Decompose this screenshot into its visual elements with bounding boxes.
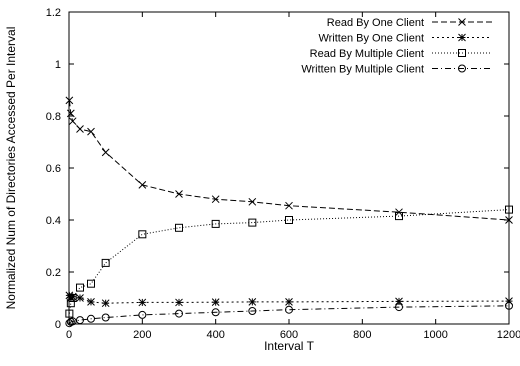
legend-label: Written By Multiple Client xyxy=(301,64,424,76)
data-point xyxy=(211,195,220,204)
data-point xyxy=(505,301,513,310)
data-point xyxy=(68,317,77,326)
data-point xyxy=(65,309,74,318)
data-point xyxy=(68,117,77,126)
x-tick-label: 0 xyxy=(66,329,72,341)
data-point xyxy=(285,305,293,314)
series-1 xyxy=(65,96,513,224)
data-point xyxy=(76,283,84,292)
series-4 xyxy=(65,301,513,328)
y-tick-label: 0 xyxy=(55,319,61,331)
series-line xyxy=(68,100,510,221)
data-point xyxy=(138,298,147,307)
x-axis-title: Interval T xyxy=(264,339,314,353)
legend-label: Written By One Client xyxy=(318,33,424,45)
y-tick-label: 0.6 xyxy=(46,163,61,175)
data-point xyxy=(101,299,110,308)
data-point xyxy=(138,310,147,319)
x-tick-label: 600 xyxy=(280,329,298,341)
data-point xyxy=(87,298,95,306)
data-point xyxy=(138,230,147,239)
x-tick-label: 1000 xyxy=(423,329,447,341)
data-point xyxy=(285,201,293,210)
y-tick-label: 1 xyxy=(55,59,61,71)
y-axis-title: Normalized Num of Directories Accessed P… xyxy=(4,27,18,310)
legend-item: Written By One Client xyxy=(318,33,492,45)
data-point xyxy=(65,96,74,105)
data-point xyxy=(76,125,84,133)
data-point xyxy=(76,294,84,302)
data-point xyxy=(211,298,220,307)
data-point xyxy=(66,299,75,308)
series-line xyxy=(68,209,510,314)
legend-item: Written By Multiple Client xyxy=(301,64,492,76)
data-point xyxy=(248,218,257,227)
data-point xyxy=(101,313,110,322)
legend-marker xyxy=(458,33,466,42)
plot-border xyxy=(68,11,510,325)
data-point xyxy=(285,298,293,306)
legend-label: Read By Multiple Client xyxy=(310,48,424,60)
data-point xyxy=(76,316,84,325)
y-tick-label: 0.8 xyxy=(46,111,61,123)
data-point xyxy=(211,308,220,317)
data-point xyxy=(395,303,403,312)
series-lines xyxy=(65,96,513,328)
series-2 xyxy=(65,291,513,308)
legend-marker xyxy=(458,64,466,73)
data-point xyxy=(175,223,183,232)
x-tick-label: 400 xyxy=(206,329,224,341)
y-tick-label: 0.2 xyxy=(46,267,61,279)
x-tick-label: 1200 xyxy=(497,329,520,341)
legend-marker xyxy=(458,49,466,57)
data-point xyxy=(285,216,293,224)
data-point xyxy=(68,294,77,302)
x-tick-label: 200 xyxy=(133,329,151,341)
data-point xyxy=(138,181,147,189)
data-point xyxy=(175,298,183,307)
data-point xyxy=(248,307,257,315)
legend-marker xyxy=(458,18,466,26)
data-point xyxy=(87,279,95,288)
data-point xyxy=(101,148,110,157)
data-point xyxy=(175,309,183,318)
axis-ticks: 0 200 400 600 800 1000 1200 0 0.2 0.4 0.6 0.8 1 1.2 xyxy=(46,7,520,341)
data-point xyxy=(66,109,75,118)
data-point xyxy=(87,314,95,323)
legend-item: Read By Multiple Client xyxy=(310,48,492,60)
data-point xyxy=(101,258,110,267)
data-point xyxy=(505,205,513,214)
x-tick-label: 800 xyxy=(353,329,371,341)
data-point xyxy=(175,190,183,198)
y-tick-label: 1.2 xyxy=(46,7,61,19)
legend-item: Read By One Client xyxy=(327,17,492,29)
plot-frame xyxy=(68,11,510,325)
data-point xyxy=(87,127,95,136)
legend-label: Read By One Client xyxy=(327,17,424,29)
data-point xyxy=(395,212,403,221)
legend: Read By One Client Written By One Client R… xyxy=(301,17,492,76)
data-point xyxy=(505,216,513,224)
data-point xyxy=(211,219,220,228)
data-point xyxy=(248,197,257,206)
series-3 xyxy=(65,205,513,318)
data-point xyxy=(248,298,257,306)
y-tick-label: 0.4 xyxy=(46,215,61,227)
